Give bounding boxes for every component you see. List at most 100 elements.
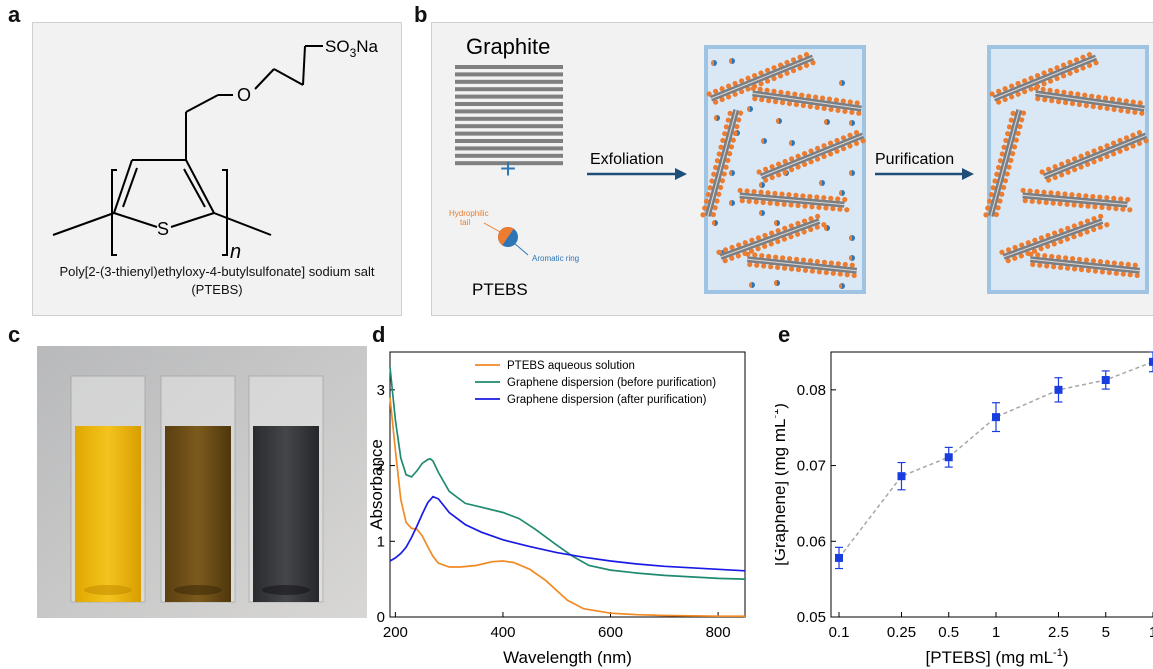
x-axis-label: Wavelength (nm)	[503, 648, 632, 667]
adsorbed-ptebs	[1085, 161, 1091, 167]
adsorbed-ptebs	[752, 96, 758, 102]
adsorbed-ptebs	[808, 159, 814, 165]
adsorbed-ptebs	[1041, 189, 1047, 195]
trend-line	[838, 361, 1153, 559]
x-tick-label: 1	[992, 624, 1000, 641]
adsorbed-ptebs	[1004, 171, 1010, 177]
adsorbed-ptebs	[806, 93, 812, 99]
adsorbed-ptebs	[994, 171, 1000, 177]
free-ptebs-molecule	[711, 60, 717, 66]
adsorbed-ptebs	[1130, 99, 1136, 105]
graphite-layer	[455, 65, 563, 69]
adsorbed-ptebs	[1019, 117, 1025, 123]
adsorbed-ptebs	[756, 169, 762, 175]
adsorbed-ptebs	[827, 140, 834, 146]
graphite-layer	[455, 146, 563, 151]
adsorbed-ptebs	[1054, 75, 1060, 82]
adsorbed-ptebs	[785, 90, 791, 96]
adsorbed-ptebs	[729, 255, 735, 261]
adsorbed-ptebs	[1062, 100, 1069, 106]
adsorbed-ptebs	[768, 241, 774, 247]
series-line	[389, 495, 746, 572]
adsorbed-ptebs	[1038, 246, 1044, 252]
purification-step-label: Purification	[875, 151, 954, 168]
panel-label-c: c	[8, 322, 21, 347]
adsorbed-ptebs	[1078, 153, 1084, 159]
adsorbed-ptebs	[788, 234, 794, 240]
free-ptebs-molecule	[759, 182, 765, 188]
adsorbed-ptebs	[711, 171, 717, 177]
adsorbed-ptebs	[1063, 255, 1069, 261]
adsorbed-ptebs	[983, 212, 989, 218]
free-ptebs-molecule	[774, 280, 780, 286]
adsorbed-ptebs	[1085, 203, 1091, 209]
adsorbed-ptebs	[1071, 266, 1078, 272]
adsorbed-ptebs	[1110, 151, 1117, 157]
adsorbed-ptebs	[732, 130, 738, 136]
data-point	[992, 413, 1000, 422]
adsorbed-ptebs	[808, 226, 814, 233]
adsorbed-ptebs	[1092, 204, 1098, 210]
adsorbed-ptebs	[1071, 234, 1077, 240]
x-tick-label: 0.1	[829, 624, 850, 641]
cuvette-before-purification	[160, 375, 236, 603]
adsorbed-ptebs	[1019, 242, 1025, 248]
free-ptebs-molecule	[839, 283, 845, 289]
adsorbed-ptebs	[1001, 144, 1007, 150]
adsorbed-ptebs	[1091, 159, 1097, 165]
adsorbed-ptebs	[1031, 248, 1038, 254]
adsorbed-ptebs	[1059, 172, 1065, 178]
adsorbed-ptebs	[1125, 261, 1131, 268]
adsorbed-ptebs	[777, 62, 784, 68]
adsorbed-ptebs	[821, 105, 827, 112]
adsorbed-ptebs	[1006, 124, 1013, 130]
adsorbed-ptebs	[1118, 107, 1124, 114]
adsorbed-ptebs	[751, 73, 758, 79]
adsorbed-ptebs	[782, 169, 788, 175]
adsorbed-ptebs	[1104, 105, 1110, 112]
adsorbed-ptebs	[1097, 224, 1103, 230]
adsorbed-ptebs	[1034, 189, 1040, 195]
adsorbed-ptebs	[755, 246, 761, 252]
adsorbed-ptebs	[726, 94, 732, 100]
adsorbed-ptebs	[1002, 86, 1008, 92]
adsorbed-ptebs	[716, 191, 722, 197]
adsorbed-ptebs	[809, 204, 815, 210]
adsorbed-ptebs	[779, 100, 786, 106]
x-tick-label: 2.5	[1048, 624, 1069, 641]
adsorbed-ptebs	[1049, 98, 1055, 104]
adsorbed-ptebs	[1083, 102, 1089, 109]
adsorbed-ptebs	[763, 166, 769, 172]
adsorbed-ptebs	[1084, 229, 1090, 235]
x-tick-label: 0.25	[887, 624, 916, 641]
adsorbed-ptebs	[1136, 130, 1143, 136]
adsorbed-ptebs	[745, 75, 751, 81]
graphene-flake	[1039, 130, 1149, 183]
adsorbed-ptebs	[1106, 269, 1112, 276]
adsorbed-ptebs	[823, 269, 829, 276]
adsorbed-ptebs	[1076, 192, 1082, 198]
adsorbed-ptebs	[795, 220, 801, 227]
adsorbed-ptebs	[1084, 218, 1091, 224]
adsorbed-ptebs	[721, 171, 727, 177]
adsorbed-ptebs	[1075, 91, 1081, 97]
adsorbed-ptebs	[1086, 52, 1093, 58]
adsorbed-ptebs	[776, 161, 782, 167]
sulfonate-group: SO3Na	[325, 37, 379, 60]
adsorbed-ptebs	[1097, 194, 1103, 200]
adsorbed-ptebs	[778, 89, 784, 95]
adsorbed-ptebs	[990, 185, 996, 191]
adsorbed-ptebs	[1034, 73, 1041, 79]
adsorbed-ptebs	[729, 244, 735, 251]
adsorbed-ptebs	[734, 124, 740, 130]
adsorbed-ptebs	[821, 153, 827, 160]
graphene-flake	[756, 130, 866, 183]
panel-b-schematic: Graphite + Hydrophilic tail Aromatic rin…	[431, 22, 1153, 316]
adsorbed-ptebs	[1038, 235, 1045, 241]
adsorbed-ptebs	[814, 258, 821, 265]
adsorbed-ptebs	[767, 200, 773, 206]
adsorbed-ptebs	[722, 131, 728, 137]
adsorbed-ptebs	[795, 202, 801, 209]
free-ptebs-molecule	[729, 200, 735, 206]
adsorbed-ptebs	[745, 251, 751, 257]
